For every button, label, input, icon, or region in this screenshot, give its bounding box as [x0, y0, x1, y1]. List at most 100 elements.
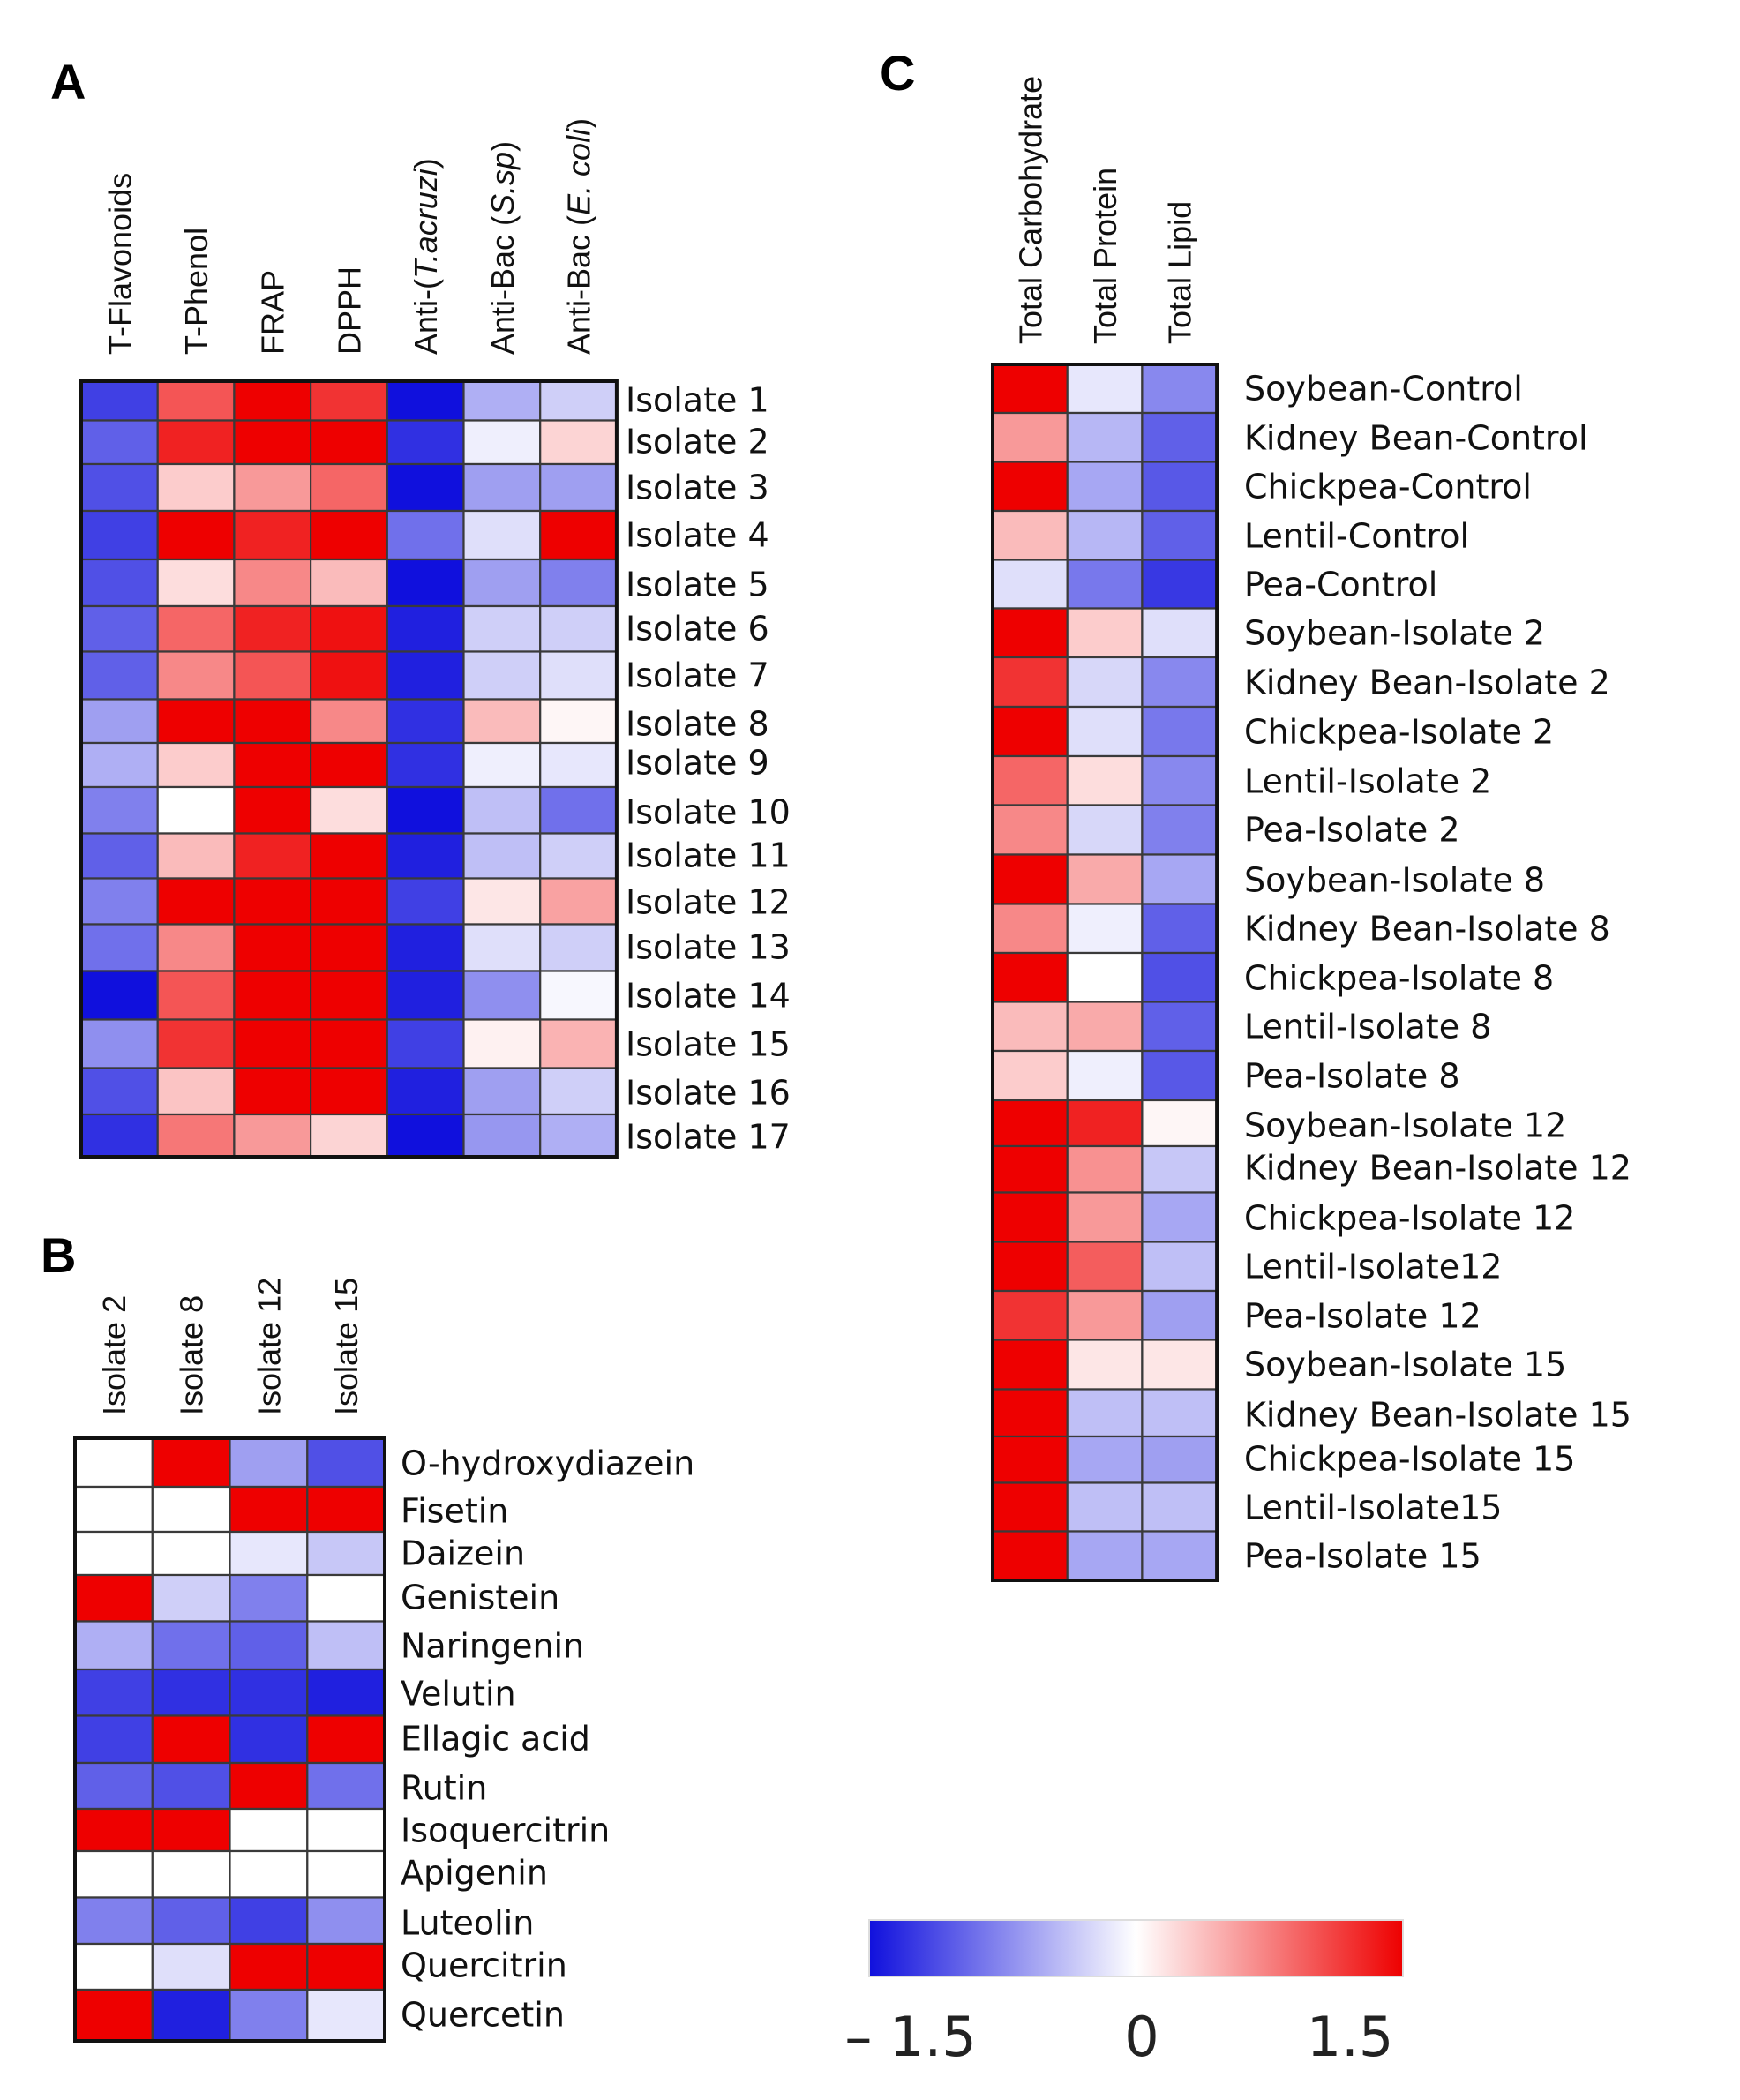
row-label-b-10: Apigenin	[401, 1854, 548, 1893]
panel-letter-a: A	[50, 54, 86, 109]
heatmap-cell-c-r16-c3	[1141, 1099, 1219, 1148]
row-label-b-11: Luteolin	[401, 1904, 534, 1943]
heatmap-cell-a-r7-c1	[79, 650, 159, 701]
heatmap-cell-a-r7-c6	[462, 650, 542, 701]
heatmap-cell-a-r4-c1	[79, 509, 159, 561]
heatmap-cell-a-r11-c5	[386, 832, 465, 880]
heatmap-cell-c-r2-c3	[1141, 411, 1219, 463]
heatmap-cell-a-r15-c7	[539, 1018, 619, 1069]
heatmap-cell-a-r13-c2	[156, 923, 236, 972]
heatmap-cell-b-r2-c2	[151, 1485, 231, 1534]
heatmap-cell-c-r19-c1	[991, 1241, 1069, 1293]
heatmap-cell-a-r2-c7	[539, 419, 619, 466]
heatmap-cell-a-r17-c7	[539, 1113, 619, 1159]
heatmap-cell-c-r13-c2	[1066, 951, 1144, 1003]
heatmap-cell-c-r19-c3	[1141, 1241, 1219, 1293]
heatmap-cell-a-r17-c3	[233, 1113, 312, 1159]
heatmap-cell-b-r9-c1	[73, 1807, 154, 1853]
heatmap-cell-a-r14-c3	[233, 970, 312, 1021]
heatmap-cell-c-r2-c2	[1066, 411, 1144, 463]
heatmap-cell-c-r9-c2	[1066, 754, 1144, 806]
heatmap-cell-b-r5-c2	[151, 1620, 231, 1671]
heatmap-cell-a-r12-c4	[310, 877, 388, 926]
heatmap-cell-b-r7-c1	[73, 1714, 154, 1765]
row-label-b-3: Daizein	[401, 1534, 525, 1573]
heatmap-border-b	[73, 1436, 386, 2043]
heatmap-cell-a-r11-c3	[233, 832, 312, 880]
heatmap-cell-a-r3-c5	[386, 462, 465, 513]
heatmap-cell-b-r4-c4	[306, 1573, 386, 1623]
row-label-b-1: O-hydroxydiazein	[401, 1444, 694, 1483]
heatmap-cell-b-r3-c2	[151, 1530, 231, 1577]
row-label-a-1: Isolate 1	[626, 381, 769, 420]
color-scale-bar	[868, 1919, 1404, 1977]
row-label-c-5: Pea-Control	[1244, 566, 1437, 604]
heatmap-cell-a-r2-c6	[462, 419, 542, 466]
heatmap-cell-b-r9-c4	[306, 1807, 386, 1853]
heatmap-cell-b-r8-c1	[73, 1761, 154, 1811]
row-label-a-10: Isolate 10	[626, 793, 791, 832]
row-label-a-15: Isolate 15	[626, 1025, 791, 1064]
heatmap-cell-b-r9-c3	[229, 1807, 309, 1853]
heatmap-cell-a-r2-c2	[156, 419, 236, 466]
heatmap-cell-b-r5-c1	[73, 1620, 154, 1671]
heatmap-cell-a-r8-c2	[156, 698, 236, 745]
heatmap-cell-c-r8-c2	[1066, 705, 1144, 758]
heatmap-cell-a-r1-c1	[79, 379, 159, 422]
heatmap-cell-a-r5-c3	[233, 558, 312, 608]
row-label-a-8: Isolate 8	[626, 705, 769, 744]
heatmap-cell-a-r8-c6	[462, 698, 542, 745]
heatmap-cell-c-r14-c1	[991, 1001, 1069, 1053]
heatmap-cell-a-r1-c2	[156, 379, 236, 422]
heatmap-cell-a-r14-c6	[462, 970, 542, 1021]
heatmap-cell-b-r9-c2	[151, 1807, 231, 1853]
heatmap-cell-a-r11-c4	[310, 832, 388, 880]
row-label-a-5: Isolate 5	[626, 566, 769, 604]
row-label-c-24: Lentil-Isolate15	[1244, 1489, 1502, 1527]
heatmap-cell-a-r17-c4	[310, 1113, 388, 1159]
heatmap-cell-c-r4-c2	[1066, 509, 1144, 561]
heatmap-cell-c-r9-c1	[991, 754, 1069, 806]
heatmap-cell-a-r13-c1	[79, 923, 159, 972]
heatmap-cell-a-r10-c3	[233, 785, 312, 835]
row-label-c-19: Lentil-Isolate12	[1244, 1248, 1502, 1286]
heatmap-cell-a-r11-c1	[79, 832, 159, 880]
heatmap-cell-c-r20-c1	[991, 1289, 1069, 1341]
heatmap-cell-b-r4-c3	[229, 1573, 309, 1623]
heatmap-cell-b-r7-c2	[151, 1714, 231, 1765]
row-label-a-12: Isolate 12	[626, 883, 791, 922]
heatmap-border-c	[991, 363, 1219, 1582]
heatmap-cell-a-r5-c6	[462, 558, 542, 608]
row-label-b-5: Naringenin	[401, 1627, 584, 1666]
heatmap-cell-c-r12-c2	[1066, 903, 1144, 955]
heatmap-cell-b-r3-c3	[229, 1530, 309, 1577]
row-label-c-12: Kidney Bean-Isolate 8	[1244, 910, 1610, 949]
heatmap-cell-c-r10-c2	[1066, 804, 1144, 856]
heatmap-cell-c-r12-c3	[1141, 903, 1219, 955]
row-label-a-3: Isolate 3	[626, 469, 769, 507]
heatmap-cell-c-r4-c1	[991, 509, 1069, 561]
heatmap-cell-c-r7-c1	[991, 656, 1069, 709]
heatmap-cell-b-r1-c1	[73, 1436, 154, 1489]
heatmap-cell-b-r5-c3	[229, 1620, 309, 1671]
row-label-c-20: Pea-Isolate 12	[1244, 1297, 1481, 1336]
heatmap-cell-a-r11-c6	[462, 832, 542, 880]
heatmap-cell-c-r11-c3	[1141, 853, 1219, 905]
heatmap-cell-a-r7-c4	[310, 650, 388, 701]
heatmap-cell-a-r13-c7	[539, 923, 619, 972]
heatmap-cell-c-r3-c2	[1066, 461, 1144, 513]
row-label-c-3: Chickpea-Control	[1244, 468, 1532, 506]
heatmap-cell-c-r4-c3	[1141, 509, 1219, 561]
heatmap-cell-a-r17-c1	[79, 1113, 159, 1159]
column-label-b-3: Isolate 12	[251, 1278, 287, 1415]
heatmap-cell-c-r17-c2	[1066, 1144, 1144, 1194]
heatmap-cell-a-r7-c5	[386, 650, 465, 701]
heatmap-cell-c-r10-c3	[1141, 804, 1219, 856]
heatmap-cell-a-r10-c6	[462, 785, 542, 835]
heatmap-cell-b-r8-c3	[229, 1761, 309, 1811]
heatmap-cell-b-r4-c2	[151, 1573, 231, 1623]
row-label-a-14: Isolate 14	[626, 977, 791, 1016]
heatmap-cell-a-r16-c4	[310, 1067, 388, 1116]
